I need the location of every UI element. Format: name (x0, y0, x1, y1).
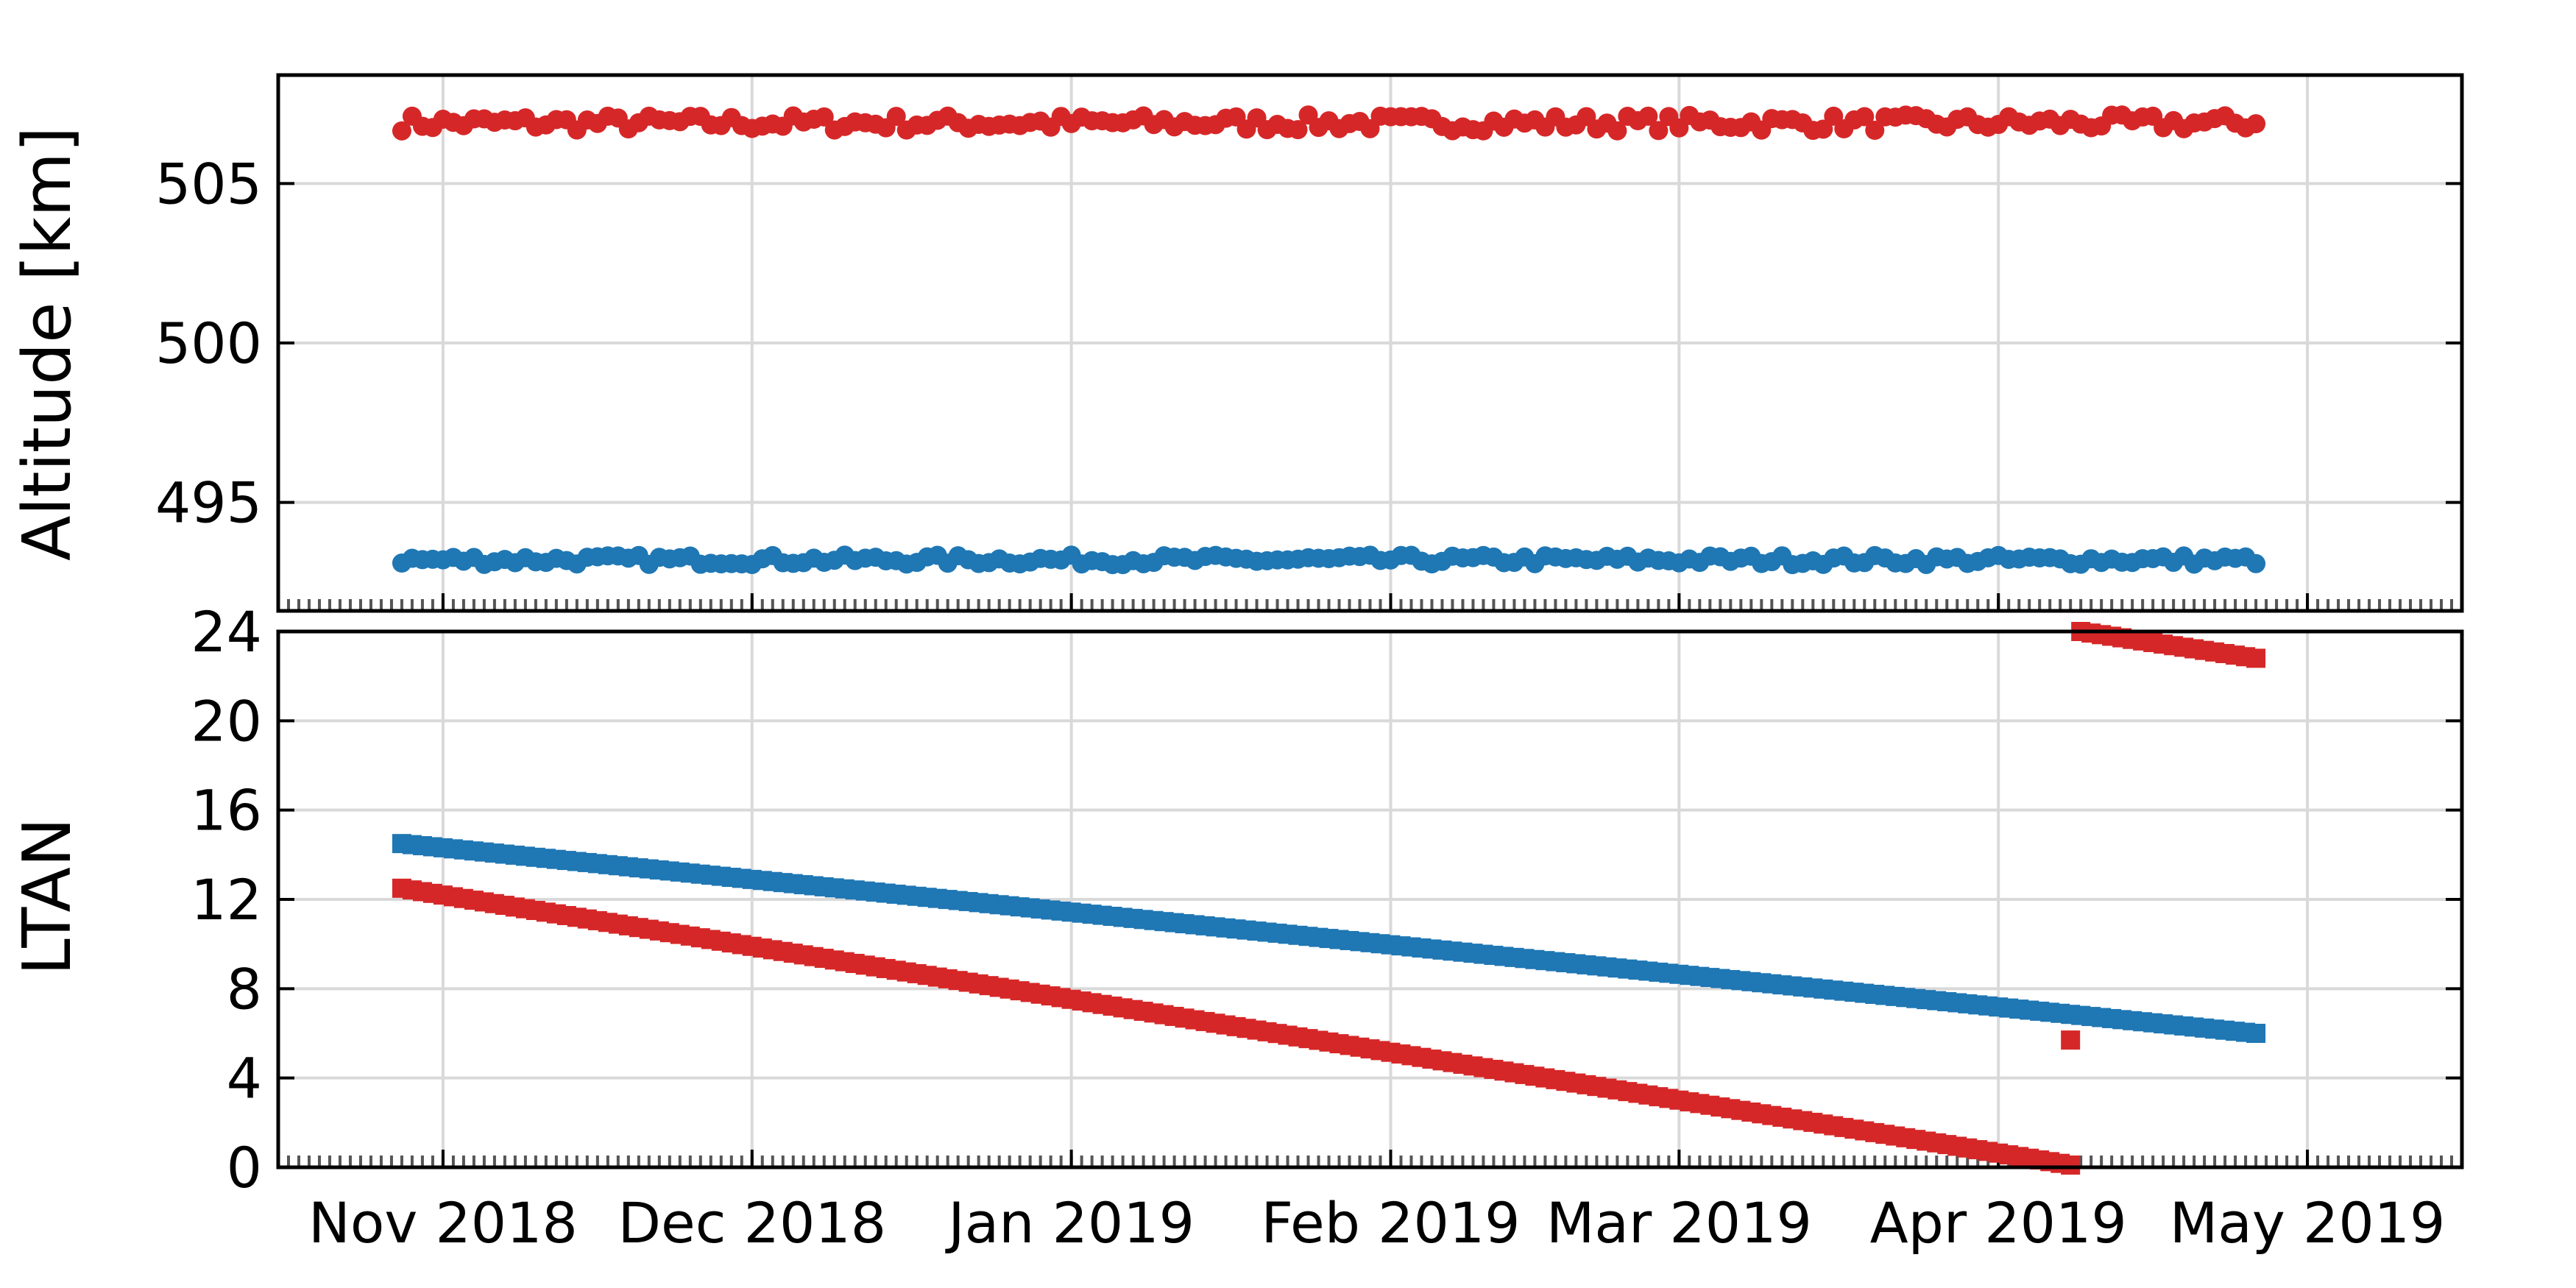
ltan-ytick-label: 8 (227, 956, 262, 1022)
altitude-point-red (1814, 119, 1833, 139)
xtick-label: Feb 2019 (1261, 1190, 1520, 1256)
altitude-ytick-label: 505 (155, 151, 262, 216)
altitude-point-red (1607, 121, 1627, 141)
altitude-point-red (1865, 121, 1885, 141)
altitude-point-red (1288, 120, 1308, 140)
ltan-ytick-label: 20 (191, 688, 262, 754)
altitude-point-blue (2246, 553, 2266, 573)
ltan-frame (276, 629, 2464, 1170)
altitude-point-red (814, 107, 834, 127)
ltan-point-red (2061, 1030, 2081, 1050)
xtick-label: Dec 2018 (618, 1190, 886, 1256)
ltan-ytick-label: 12 (191, 867, 262, 933)
xtick-label: Apr 2019 (1870, 1190, 2127, 1256)
ltan-point-blue (2246, 1024, 2266, 1043)
ltan-ytick-label: 16 (191, 778, 262, 843)
xtick-label: Jan 2019 (945, 1190, 1195, 1256)
ltan-ytick-label: 4 (227, 1046, 262, 1111)
altitude-point-red (2246, 114, 2266, 134)
altitude-markers (392, 105, 2266, 575)
xtick-label: Mar 2019 (1546, 1190, 1812, 1256)
ltan-ytick-label: 0 (227, 1135, 262, 1200)
ltan-panel: 0 4 8 12 16 20 24 Nov 2018 Dec 2018 Jan 2019 Feb 2… (191, 599, 2464, 1256)
altitude-point-red (1638, 106, 1658, 126)
xtick-label: May 2019 (2170, 1190, 2446, 1256)
altitude-point-red (886, 107, 906, 127)
ltan-point-red (2246, 648, 2266, 668)
altitude-ytick-label: 500 (155, 311, 262, 376)
altitude-point-red (392, 121, 411, 141)
altitude-panel: 495 500 505 (155, 73, 2464, 613)
xtick-label: Nov 2018 (308, 1190, 578, 1256)
altitude-frame (276, 73, 2464, 613)
ltan-ytick-label: 24 (191, 599, 262, 665)
altitude-point-red (1855, 107, 1875, 127)
altitude-point-red (1649, 121, 1669, 141)
altitude-axis-title: Altitude [km] (9, 127, 86, 561)
ltan-point-red (2061, 1155, 2081, 1175)
ltan-markers (392, 622, 2266, 1175)
altitude-ytick-label: 495 (155, 470, 262, 536)
ltan-axis-title: LTAN (9, 818, 86, 976)
